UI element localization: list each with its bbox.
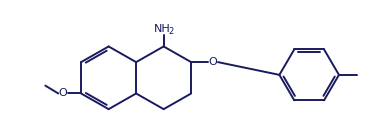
Text: O: O (209, 57, 217, 67)
Text: 2: 2 (168, 27, 173, 36)
Text: NH: NH (154, 24, 171, 34)
Text: O: O (59, 89, 68, 98)
